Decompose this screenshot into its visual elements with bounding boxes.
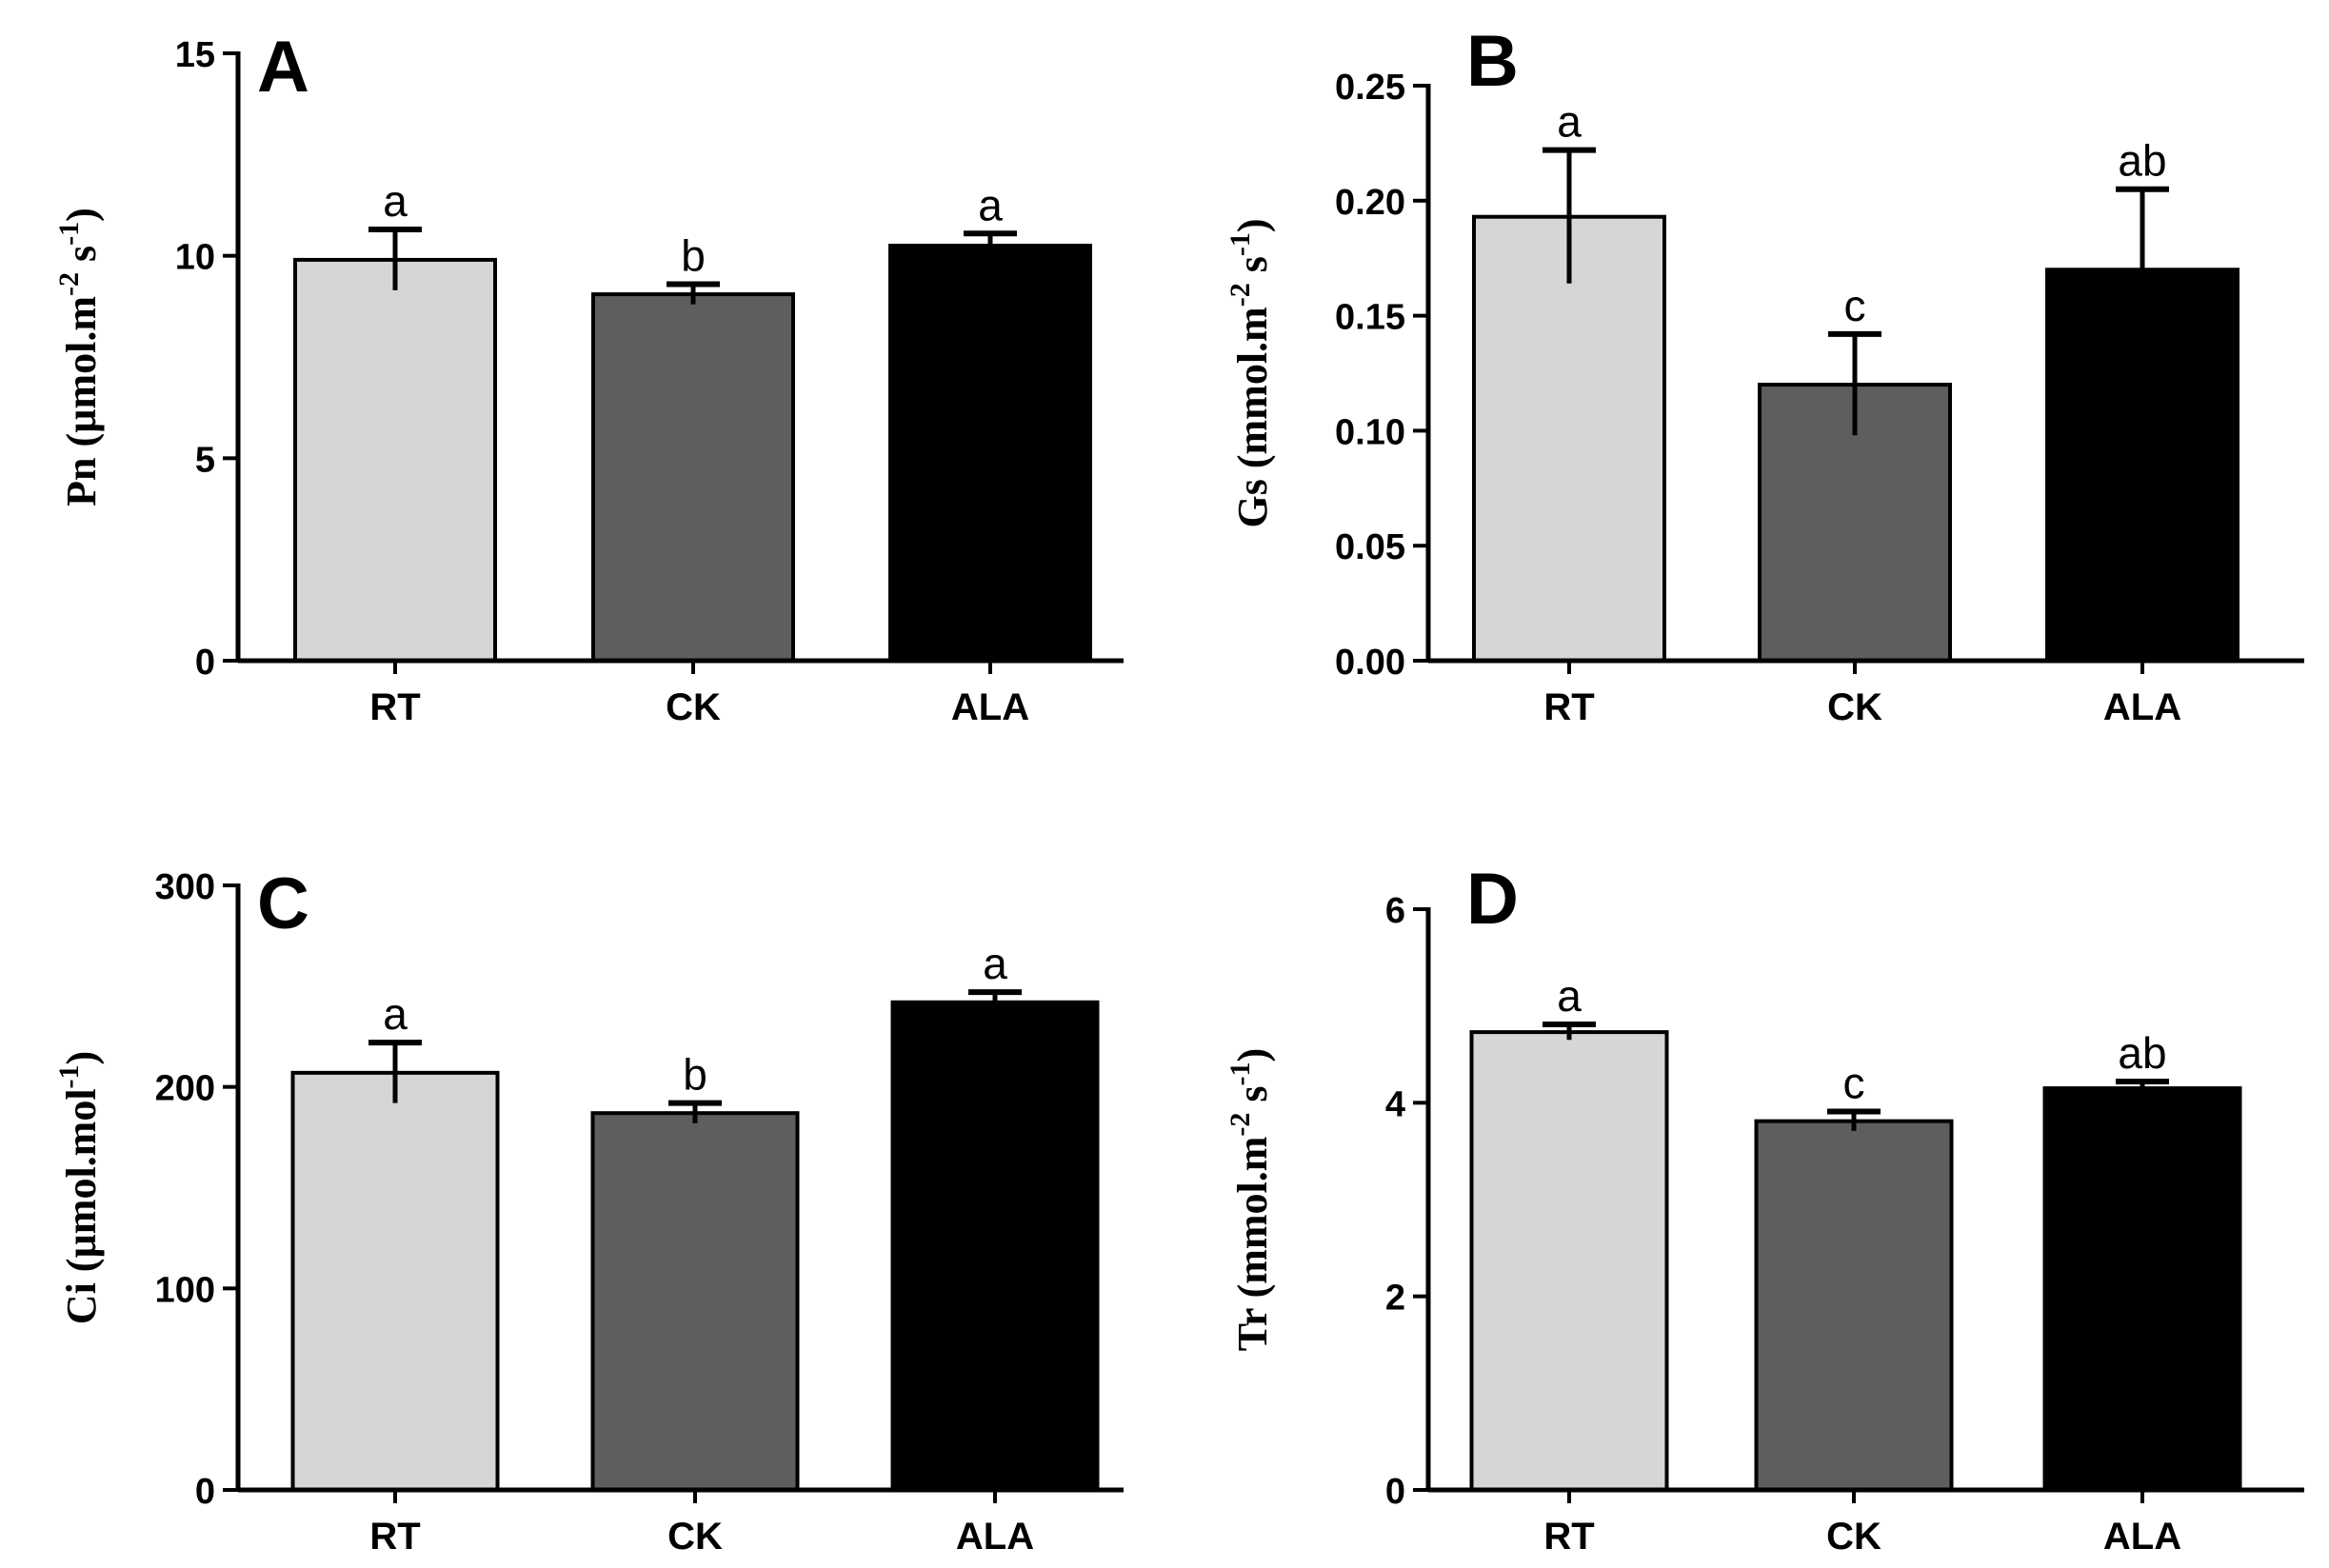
y-tick-label: 100 [155,1270,215,1310]
panel-d: Da RT c CK ab ALA 0 2 4 6 Tr (mmol.m-2 s-1) [1224,859,2304,1558]
y-axis-label-sup1: -2 [1224,283,1256,307]
significance-letter: c [1844,281,1866,330]
significance-letter: ab [2118,136,2166,186]
significance-letter: a [983,939,1007,988]
bar-rt [1469,1030,1669,1493]
y-axis-label: Ci (µmol.mol-1) [53,1051,105,1324]
y-axis-label-end: ) [58,208,105,222]
panel-a: Aa RT b CK a ALA 0 5 10 15 Pn (µmol.m-2 s-1) [53,27,1124,728]
bar-ala [888,244,1092,663]
x-tick-label: RT [1543,686,1594,728]
y-tick-label: 0 [195,1472,215,1512]
x-tick-label: ALA [951,686,1029,728]
significance-letter: b [681,230,706,280]
y-axis-label-main: Ci (µmol.mol [58,1088,105,1324]
y-axis-label-end: ) [1229,219,1276,233]
x-tick-label: CK [667,1516,723,1558]
y-tick-label: 2 [1385,1279,1405,1319]
y-tick-label: 15 [175,35,215,75]
bar-rt [290,1070,500,1492]
x-tick-label: RT [369,1516,420,1558]
x-tick-label: RT [369,686,420,728]
y-tick-label: 0.20 [1335,183,1405,223]
y-axis-label-sup2: -1 [53,222,85,246]
y-axis-label: Pn (µmol.m-2 s-1) [53,208,105,506]
x-tick-label: ALA [2103,686,2181,728]
y-axis-label-sup1: -2 [1224,1113,1256,1137]
y-axis-label-sup2: -1 [1224,232,1256,256]
y-tick-label: 0.25 [1335,68,1405,108]
y-axis-label-main: Gs (mmol.m [1229,307,1276,527]
significance-letter: a [1557,971,1582,1021]
y-tick-label: 300 [155,867,215,907]
y-tick-label: 0.15 [1335,298,1405,338]
panel-letter: D [1466,859,1519,940]
y-axis-label: Tr (mmol.m-2 s-1) [1224,1048,1276,1351]
x-tick-label: CK [666,686,721,728]
significance-letter: a [978,180,1003,229]
x-tick-label: CK [1827,686,1882,728]
y-tick-label: 0 [1385,1472,1405,1512]
bar-ala [890,1000,1100,1493]
y-tick-label: 0.00 [1335,643,1405,683]
y-axis-label-main: Tr (mmol.m [1229,1137,1276,1352]
significance-letter: a [1557,97,1582,147]
y-tick-label: 10 [175,238,215,278]
significance-letter: b [683,1050,707,1100]
bar-ck [591,292,795,663]
panel-c: Ca RT b CK a ALA 0 100 200 300 Ci (µmol.mol-1) [53,863,1124,1558]
panel-letter: B [1466,21,1519,102]
panel-letter: C [257,863,309,944]
x-tick-label: RT [1543,1516,1594,1558]
significance-letter: a [383,176,408,226]
x-tick-label: ALA [956,1516,1034,1558]
y-tick-label: 0.10 [1335,412,1405,452]
panel-letter: A [257,27,309,108]
y-tick-label: 4 [1385,1084,1405,1124]
significance-letter: ab [2118,1028,2166,1078]
y-axis-label-mid: s [1229,1085,1276,1112]
y-axis-label-end: ) [1229,1048,1276,1062]
y-axis-label-main: Pn (µmol.m [58,296,105,506]
bar-rt [293,257,497,663]
y-axis-label-end: ) [58,1051,105,1065]
x-tick-label: CK [1826,1516,1881,1558]
panel-b: Ba RT c CK ab ALA 0.00 0.05 0.10 0.15 0.20 0.25 Gs (… [1224,21,2304,728]
y-tick-label: 6 [1385,891,1405,931]
y-tick-label: 0.05 [1335,527,1405,567]
y-axis-label-sup1: -2 [53,272,85,296]
y-axis-label-sup2: -1 [1224,1062,1256,1085]
x-tick-label: ALA [2103,1516,2181,1558]
y-tick-label: 5 [195,440,215,480]
bar-ala [2042,1086,2242,1493]
y-tick-label: 0 [195,643,215,683]
y-axis-label-sup1: -1 [53,1064,85,1088]
y-axis-label: Gs (mmol.m-2 s-1) [1224,219,1276,528]
significance-letter: a [383,989,408,1039]
significance-letter: c [1843,1058,1865,1107]
y-tick-label: 200 [155,1069,215,1109]
bar-rt [1472,214,1666,663]
y-axis-label-mid: s [1229,256,1276,283]
bar-ck [590,1111,800,1493]
bar-ck [1754,1119,1954,1493]
y-axis-label-mid: s [58,246,105,272]
